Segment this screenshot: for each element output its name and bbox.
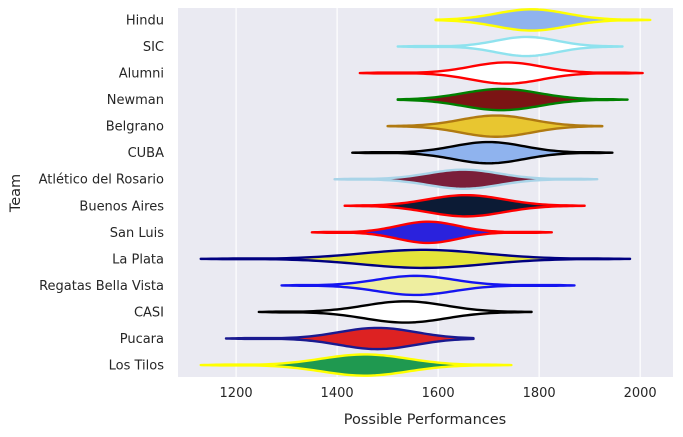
x-axis-title: Possible Performances bbox=[344, 412, 506, 428]
x-tick-label-1800: 1800 bbox=[523, 386, 556, 401]
violin-atletico-del-rosario bbox=[333, 168, 599, 190]
y-tick-label-sic: SIC bbox=[143, 40, 164, 55]
violin-los-tilos bbox=[199, 353, 513, 377]
violin-hindu bbox=[434, 8, 652, 32]
x-tick-label-1600: 1600 bbox=[422, 386, 455, 401]
violin-alumni bbox=[358, 61, 644, 85]
violin-pucara bbox=[224, 326, 475, 351]
y-tick-labels: Hindu SIC Alumni Newman Belgrano CUBA Atlético… bbox=[39, 13, 165, 373]
violin-la-plata bbox=[199, 248, 632, 270]
y-tick-label-newman: Newman bbox=[107, 93, 164, 108]
y-tick-label-alumni: Alumni bbox=[119, 67, 164, 82]
y-tick-label-la-plata: La Plata bbox=[112, 252, 164, 267]
x-tick-labels: 1200 1400 1600 1800 2000 bbox=[220, 386, 657, 401]
violin-casi bbox=[257, 300, 533, 324]
violin-sic bbox=[396, 35, 624, 58]
y-tick-label-los-tilos: Los Tilos bbox=[109, 359, 165, 374]
x-tick-label-2000: 2000 bbox=[624, 386, 657, 401]
violin-buenos-aires bbox=[343, 193, 586, 218]
y-tick-label-casi: CASI bbox=[134, 305, 164, 320]
y-tick-label-san-luis: San Luis bbox=[110, 226, 164, 241]
y-tick-label-pucara: Pucara bbox=[120, 332, 164, 347]
violins bbox=[199, 8, 652, 377]
y-tick-label-regatas-bella-vista: Regatas Bella Vista bbox=[39, 279, 164, 294]
violin-san-luis bbox=[310, 220, 553, 245]
y-axis-title: Team bbox=[8, 174, 24, 213]
y-tick-label-buenos-aires: Buenos Aires bbox=[79, 199, 164, 214]
violin-belgrano bbox=[386, 114, 604, 138]
violin-regatas-bella-vista bbox=[280, 274, 576, 297]
y-tick-label-atletico-del-rosario: Atlético del Rosario bbox=[39, 173, 164, 188]
x-tick-label-1400: 1400 bbox=[321, 386, 354, 401]
y-tick-label-belgrano: Belgrano bbox=[106, 120, 164, 135]
y-tick-label-cuba: CUBA bbox=[128, 146, 165, 161]
x-tick-label-1200: 1200 bbox=[220, 386, 253, 401]
y-tick-label-hindu: Hindu bbox=[126, 13, 164, 28]
violin-newman bbox=[396, 87, 629, 112]
violin-cuba bbox=[351, 140, 614, 165]
